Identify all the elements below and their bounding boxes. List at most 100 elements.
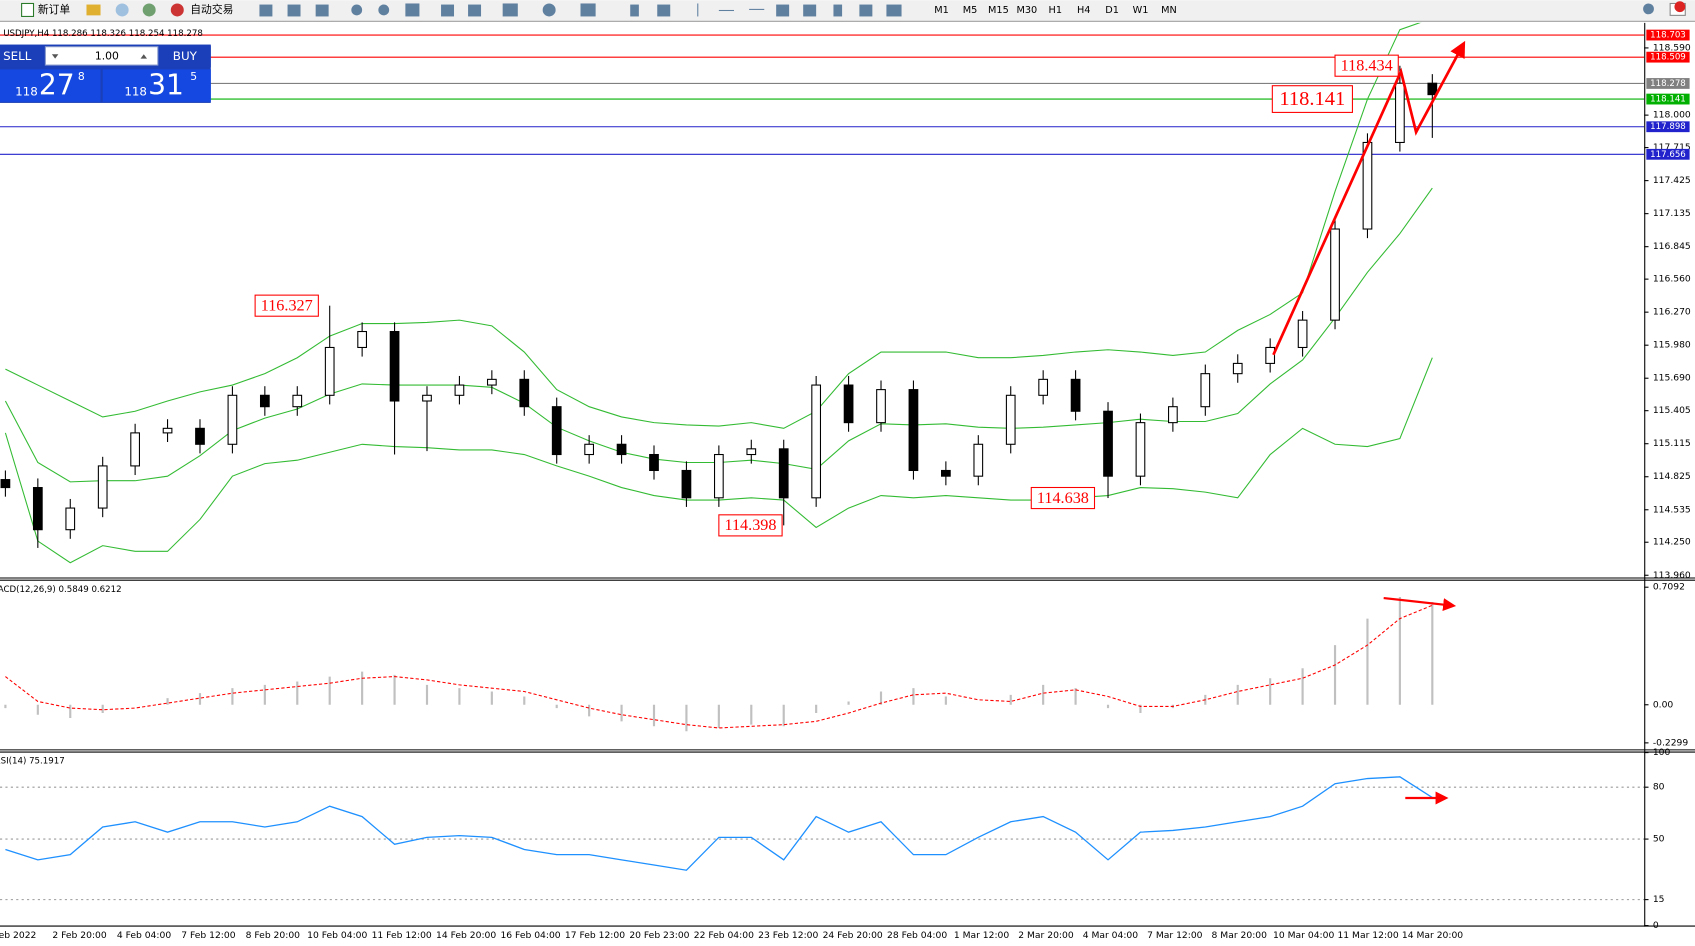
candle-body bbox=[97, 465, 108, 509]
timeframe-button[interactable]: W1 bbox=[1133, 5, 1149, 16]
candle-body bbox=[389, 330, 400, 402]
sell-price-pre[interactable]: 118 bbox=[15, 85, 38, 99]
timeframe-button[interactable]: M5 bbox=[963, 5, 978, 16]
x-tick-label: 16 Feb 04:00 bbox=[500, 930, 560, 941]
y-tick-label: 114.825 bbox=[1653, 471, 1691, 482]
buy-button[interactable]: BUY bbox=[159, 45, 211, 68]
level-label-bg bbox=[1646, 93, 1690, 105]
candle-body bbox=[1297, 319, 1308, 349]
candle-body bbox=[941, 469, 951, 477]
level-label: 118.509 bbox=[1650, 53, 1686, 63]
timeframe-button[interactable]: H4 bbox=[1077, 5, 1091, 16]
auto-trading-label[interactable]: 自动交易 bbox=[190, 2, 233, 16]
new-order-button[interactable]: 新订单 bbox=[21, 2, 71, 17]
icon[interactable] bbox=[142, 3, 156, 17]
sell-price-sup[interactable]: 8 bbox=[78, 70, 85, 83]
candle-body bbox=[778, 448, 789, 499]
timeframe-button[interactable]: MN bbox=[1161, 5, 1177, 16]
sell-label[interactable]: SELL bbox=[3, 49, 32, 63]
x-tick-label: 7 Mar 12:00 bbox=[1147, 930, 1203, 941]
y-tick-label: 115.980 bbox=[1653, 340, 1691, 351]
candle-body bbox=[1330, 228, 1340, 321]
level-label: 118.141 bbox=[1650, 95, 1686, 105]
sell-button[interactable]: SELL bbox=[0, 45, 44, 68]
auto-trading-button[interactable]: 自动交易 bbox=[170, 2, 234, 17]
timeframe-button[interactable]: M30 bbox=[1016, 5, 1037, 16]
toolbar bbox=[0, 0, 1695, 21]
x-tick-label: 7 Feb 12:00 bbox=[181, 930, 236, 941]
level-label: 118.278 bbox=[1650, 79, 1686, 89]
level-label-bg bbox=[1646, 51, 1690, 63]
candle-body bbox=[454, 384, 465, 396]
candle-body bbox=[259, 394, 270, 408]
candle-body bbox=[1038, 378, 1049, 396]
price-label-box bbox=[254, 294, 319, 317]
sell-price-big[interactable]: 27 bbox=[39, 69, 75, 102]
y-tick-label: 118.590 bbox=[1653, 42, 1691, 53]
trend-arrow bbox=[1272, 40, 1466, 356]
buy-price-pre[interactable]: 118 bbox=[124, 85, 147, 99]
timeframe-button[interactable]: H1 bbox=[1049, 5, 1063, 16]
y-tick-label: 0 bbox=[1653, 920, 1659, 931]
x-tick-label: 2 Feb 20:00 bbox=[52, 930, 107, 941]
price-label: 114.398 bbox=[724, 516, 776, 534]
timeframe-button[interactable]: D1 bbox=[1105, 5, 1119, 16]
candle-body bbox=[746, 448, 757, 456]
timeframe-button[interactable]: M15 bbox=[988, 5, 1009, 16]
y-tick-label: 80 bbox=[1653, 782, 1665, 793]
bollinger-band bbox=[5, 22, 1421, 429]
candle-body bbox=[357, 330, 367, 349]
volume-up[interactable] bbox=[140, 54, 148, 59]
candle-body bbox=[713, 453, 724, 499]
candle-body bbox=[1103, 410, 1113, 477]
price-label-box bbox=[1334, 54, 1399, 77]
main-chart: 116.327 114.398 114.638 118.434 118.141 USDJP… bbox=[0, 22, 1645, 564]
volume-box[interactable] bbox=[44, 46, 159, 66]
level-label-bg bbox=[1646, 29, 1690, 41]
y-tick-label: 115.115 bbox=[1653, 438, 1691, 449]
level-label-bg bbox=[1646, 121, 1690, 133]
candle-body bbox=[1135, 422, 1146, 477]
timeframe-button[interactable]: M1 bbox=[934, 5, 949, 16]
notification-badge[interactable] bbox=[1674, 1, 1686, 13]
level-label-bg bbox=[1646, 148, 1690, 160]
candle-body bbox=[1395, 82, 1405, 143]
candle-body bbox=[486, 378, 497, 386]
buy-label[interactable]: BUY bbox=[173, 49, 198, 63]
panel-title: MACD(12,26,9) 0.5849 0.6212 bbox=[0, 585, 122, 595]
chart-area bbox=[0, 22, 1695, 927]
price-label-box bbox=[1271, 85, 1353, 113]
buy-price-big[interactable]: 31 bbox=[148, 69, 184, 102]
x-tick-label: 2 Mar 20:00 bbox=[1018, 930, 1074, 941]
y-tick-label: 117.425 bbox=[1653, 175, 1691, 186]
tool-icons[interactable] bbox=[259, 2, 1686, 17]
candle-body bbox=[649, 453, 659, 472]
x-tick-label: 28 Feb 04:00 bbox=[887, 930, 947, 941]
x-tick-label: 1 Mar 12:00 bbox=[954, 930, 1010, 941]
y-tick-label: 0.7092 bbox=[1653, 582, 1685, 593]
candle-body bbox=[616, 443, 627, 456]
buy-price-tile[interactable]: 118 31 5 bbox=[102, 69, 211, 102]
candle-body bbox=[681, 469, 692, 499]
x-tick-label: 4 Feb 04:00 bbox=[117, 930, 172, 941]
x-tick-label: 23 Feb 12:00 bbox=[758, 930, 818, 941]
volume-down[interactable] bbox=[51, 54, 59, 59]
buy-price-sup[interactable]: 5 bbox=[190, 70, 197, 83]
x-tick-label: Feb 2022 bbox=[0, 930, 36, 941]
candle-body bbox=[227, 394, 238, 445]
new-order-label[interactable]: 新订单 bbox=[38, 2, 71, 16]
rsi-panel: RSI(14) 75.1917 bbox=[0, 757, 1645, 901]
icon[interactable] bbox=[86, 4, 101, 16]
rsi-line bbox=[5, 776, 1433, 871]
x-tick-label: 8 Mar 20:00 bbox=[1212, 930, 1268, 941]
candle-body bbox=[0, 479, 11, 489]
candle-body bbox=[422, 394, 432, 402]
sell-price-tile[interactable]: 118 27 8 bbox=[0, 69, 101, 102]
y-tick-label: 116.560 bbox=[1653, 274, 1691, 285]
candle-body bbox=[908, 389, 919, 472]
icon[interactable] bbox=[115, 3, 129, 17]
axes: Feb 2022 2 Feb 20:00 4 Feb 04:00 7 Feb 12:0… bbox=[0, 29, 1691, 941]
volume-value[interactable]: 1.00 bbox=[95, 49, 119, 62]
y-tick-label: 113.960 bbox=[1653, 570, 1691, 581]
candle-body bbox=[1427, 82, 1438, 96]
